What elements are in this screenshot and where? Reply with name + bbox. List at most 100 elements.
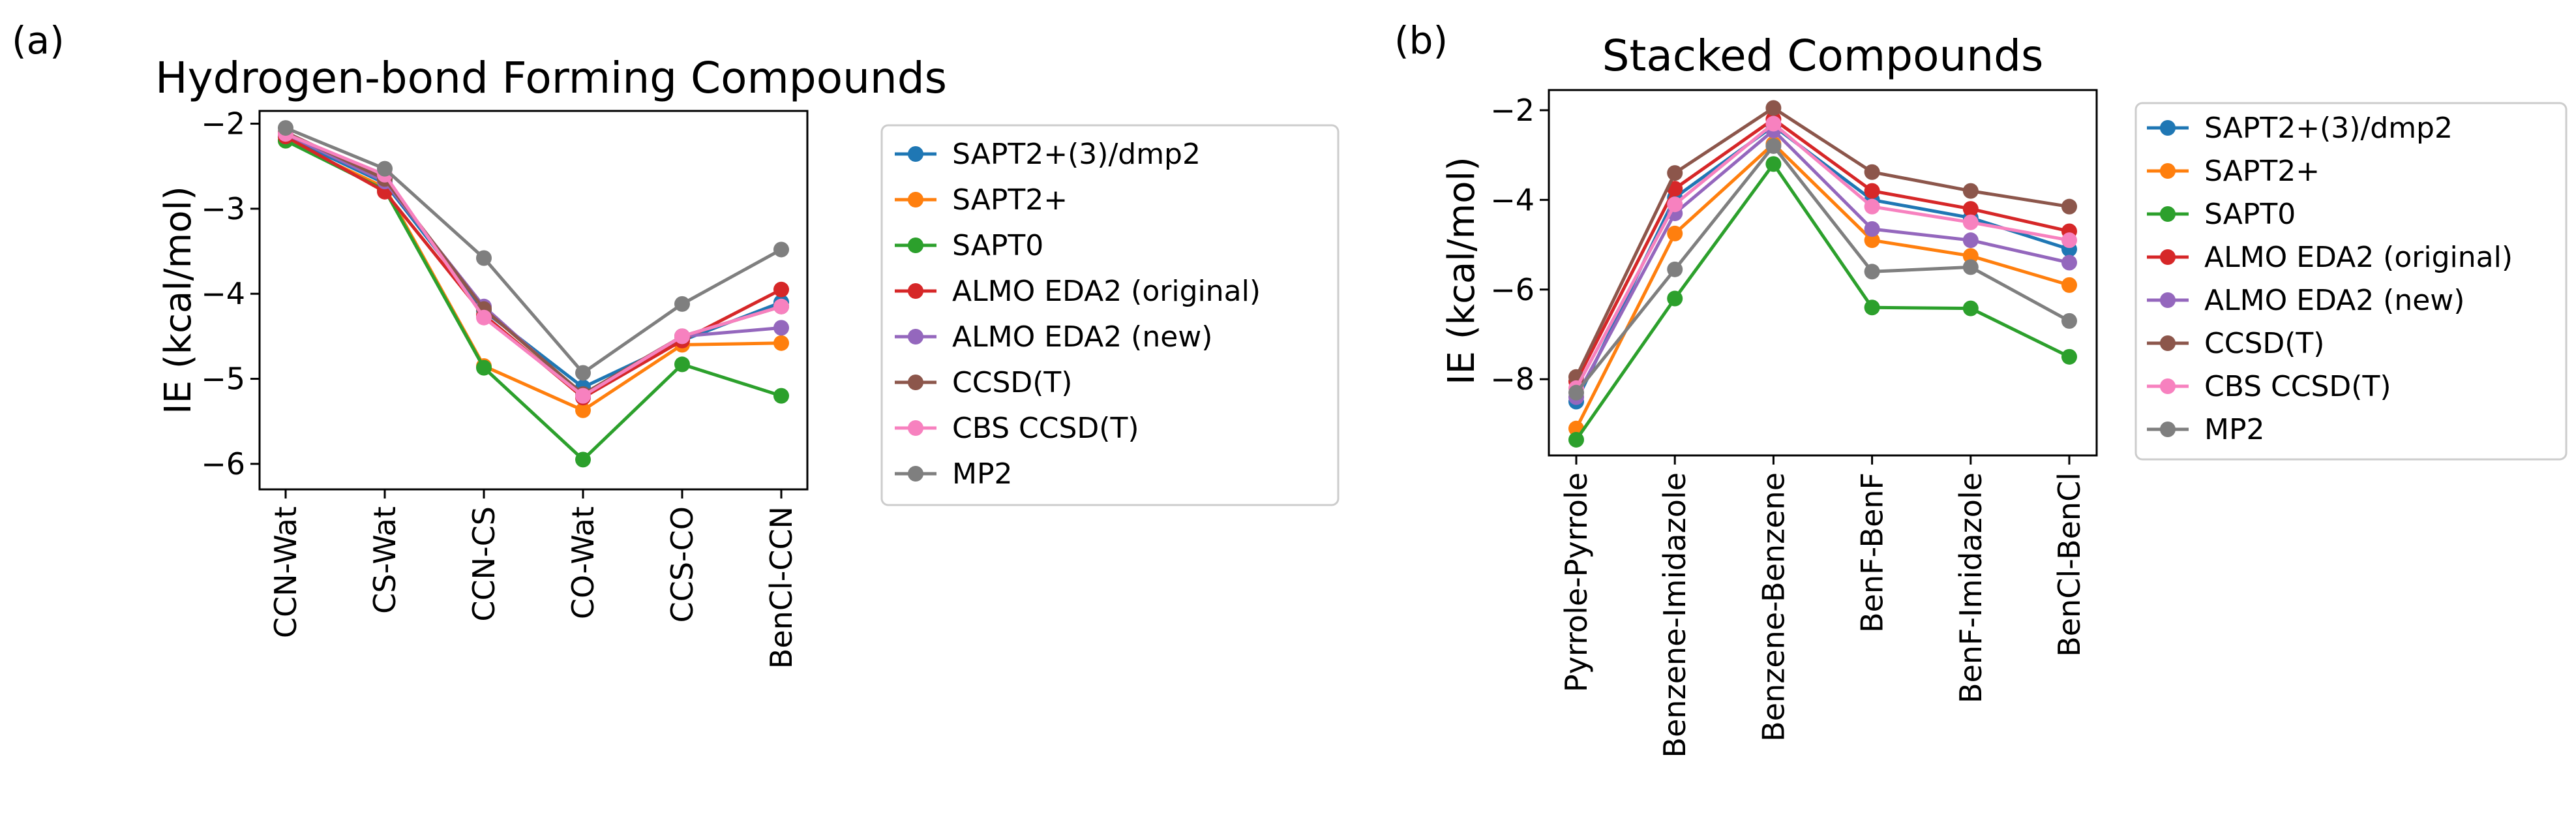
legend-label: SAPT2+(3)/dmp2 — [952, 138, 1201, 171]
series-line — [285, 132, 782, 398]
data-point — [1864, 264, 1880, 280]
data-point — [1765, 100, 1782, 116]
y-tick-label: −2 — [201, 106, 245, 142]
series-line — [1574, 142, 2070, 429]
y-tick-label: −4 — [1490, 182, 1535, 217]
panel-b-title: Stacked Compounds — [1602, 31, 2044, 81]
x-tick-label: CO-Wat — [565, 506, 601, 619]
legend-marker — [2160, 292, 2176, 308]
data-point — [1962, 232, 1979, 249]
legend-label: SAPT0 — [952, 229, 1043, 262]
legend-marker — [2160, 120, 2176, 136]
data-point — [1765, 115, 1782, 132]
panel-b-legend: SAPT2+(3)/dmp2 SAPT2+ SAPT0 ALMO EDA2 (orig… — [2147, 112, 2513, 446]
data-point — [773, 320, 789, 336]
series-line — [1574, 129, 2070, 398]
legend-marker — [908, 238, 923, 253]
data-point — [476, 250, 492, 266]
data-point — [1864, 183, 1880, 199]
legend-marker — [2160, 422, 2176, 437]
data-point — [674, 328, 690, 345]
data-point — [773, 388, 789, 404]
y-tick-label: −6 — [1490, 272, 1535, 307]
legend-label: ALMO EDA2 (original) — [2204, 241, 2513, 274]
x-tick-label: CCN-Wat — [268, 506, 303, 638]
panel-b-label: (b) — [1394, 18, 1448, 63]
legend-label: SAPT2+(3)/dmp2 — [2204, 112, 2453, 145]
data-point — [2061, 313, 2077, 329]
data-point — [1962, 259, 1979, 275]
data-point — [1667, 165, 1683, 181]
series-line — [1574, 106, 2070, 378]
panel-a-legend: SAPT2+(3)/dmp2 SAPT2+ SAPT0 ALMO EDA2 (orig… — [895, 138, 1261, 491]
data-point — [773, 241, 789, 258]
panel-a-legend-box — [880, 124, 1340, 506]
legend-label: CBS CCSD(T) — [2204, 370, 2391, 403]
data-point — [1667, 196, 1683, 213]
panel-b-ticks: −8 −6 −4 −2 Pyrrole-Pyrrole Benzene-Imidazole… — [1490, 93, 2087, 758]
x-tick-label: BenF-Imidazole — [1953, 472, 1988, 703]
x-tick-label: CCS-CO — [665, 506, 700, 622]
series-line — [285, 126, 783, 375]
data-point — [2061, 348, 2077, 365]
series-line — [284, 139, 782, 412]
legend-label: SAPT2+ — [952, 183, 1068, 217]
legend-marker — [908, 283, 923, 299]
data-point — [1864, 232, 1880, 249]
panel-a-ticks: −6 −5 −4 −3 −2 CCN-Wat CS-Wat CCN-CS CO-Wat CCS-C… — [201, 106, 799, 669]
data-point — [674, 296, 690, 312]
y-tick-label: −8 — [1490, 361, 1535, 397]
series-line — [1574, 162, 2071, 441]
x-tick-label: Pyrrole-Pyrrole — [1559, 472, 1594, 692]
panel-b-legend-box — [2134, 102, 2568, 461]
y-tick-label: −2 — [1490, 93, 1535, 128]
data-point — [773, 281, 789, 298]
data-point — [1765, 156, 1782, 172]
data-point — [1667, 290, 1683, 307]
legend-label: MP2 — [952, 457, 1013, 491]
y-tick-label: −6 — [201, 446, 245, 482]
panel-a-ylabel: IE (kcal/mol) — [157, 186, 200, 414]
data-point — [1568, 384, 1584, 401]
legend-label: ALMO EDA2 (new) — [2204, 284, 2464, 317]
series-line — [1575, 144, 2071, 394]
legend-label: CBS CCSD(T) — [952, 412, 1139, 445]
x-tick-label: BenCl-BenCl — [2052, 472, 2087, 657]
data-point — [1864, 164, 1880, 180]
data-point — [575, 452, 591, 468]
legend-label: ALMO EDA2 (original) — [952, 275, 1261, 308]
x-tick-label: CCN-CS — [466, 506, 502, 622]
legend-marker — [2160, 163, 2176, 179]
series-line — [1574, 117, 2070, 382]
legend-marker — [908, 375, 923, 390]
data-point — [773, 298, 789, 314]
data-point — [476, 360, 492, 376]
data-point — [1568, 431, 1584, 448]
legend-marker — [2160, 206, 2176, 222]
data-point — [2061, 277, 2077, 293]
panel-b: (b) Stacked Compounds IE (kcal/mol) −8 −6… — [1394, 18, 2568, 758]
y-tick-label: −3 — [201, 191, 245, 226]
data-point — [1962, 183, 1979, 199]
data-point — [1864, 299, 1880, 316]
data-point — [1864, 221, 1880, 238]
legend-marker — [908, 420, 923, 436]
x-tick-label: BenCl-CCN — [764, 506, 799, 669]
panel-a-series — [278, 120, 789, 468]
data-point — [1962, 214, 1979, 230]
panel-b-series — [1568, 100, 2077, 448]
data-point — [278, 120, 293, 136]
panel-a: (a) Hydrogen-bond Forming Compounds IE (… — [12, 18, 1340, 669]
legend-label: MP2 — [2204, 413, 2265, 446]
data-point — [575, 365, 591, 381]
panel-a-label: (a) — [12, 18, 65, 63]
x-tick-label: Benzene-Imidazole — [1657, 472, 1692, 758]
legend-marker — [908, 466, 923, 482]
legend-marker — [2160, 378, 2176, 394]
x-tick-label: Benzene-Benzene — [1756, 472, 1791, 742]
y-tick-label: −4 — [201, 276, 245, 311]
legend-label: CCSD(T) — [952, 366, 1072, 399]
legend-marker — [2160, 335, 2176, 351]
data-point — [1962, 248, 1979, 264]
legend-label: SAPT0 — [2204, 198, 2296, 231]
